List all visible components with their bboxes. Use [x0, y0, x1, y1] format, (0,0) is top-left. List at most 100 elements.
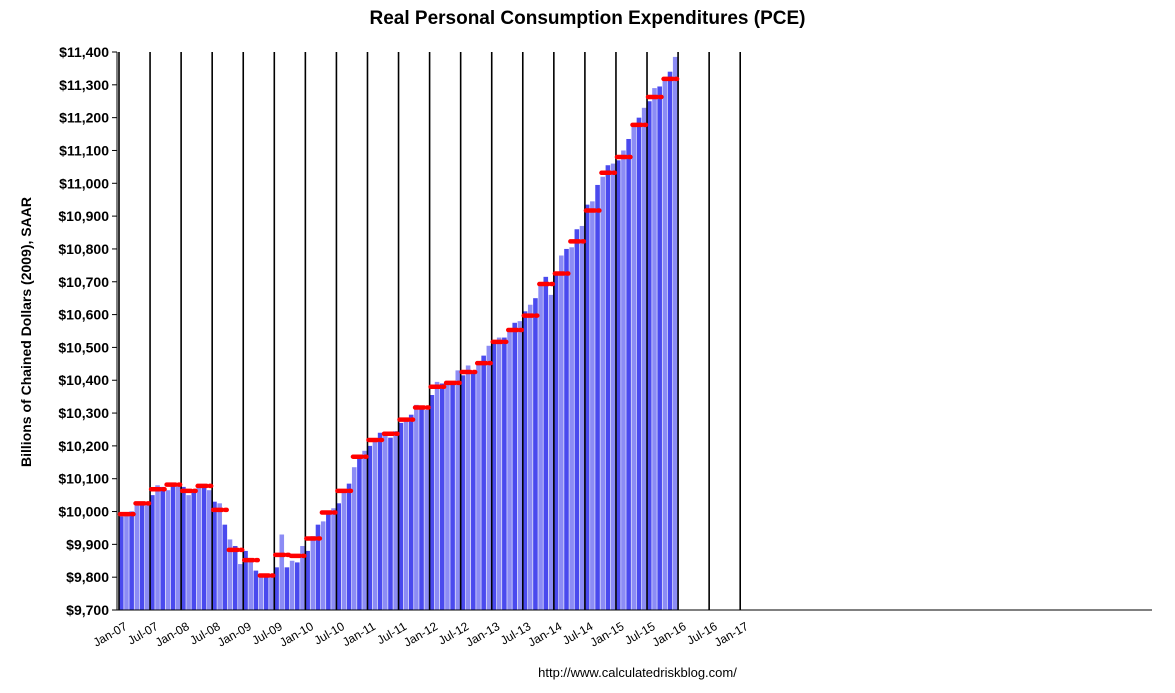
axes	[112, 51, 1152, 611]
bar	[403, 421, 409, 610]
bar	[424, 409, 430, 610]
x-tick-labels: Jan-07Jul-07Jan-08Jul-08Jan-09Jul-09Jan-…	[91, 619, 751, 650]
bar	[543, 276, 549, 610]
bar	[346, 483, 352, 610]
bar	[367, 445, 373, 610]
bar	[667, 71, 673, 610]
bar	[124, 514, 129, 610]
bar	[476, 363, 481, 610]
bar	[377, 432, 383, 610]
bar	[574, 229, 580, 610]
y-tick-label: $9,800	[66, 569, 109, 585]
bar	[201, 485, 207, 610]
bar	[600, 176, 606, 611]
bar	[274, 567, 279, 610]
y-tick-label: $11,200	[59, 110, 109, 126]
bar	[486, 345, 492, 610]
bar	[253, 570, 259, 610]
bar	[641, 107, 647, 611]
x-tick-label: Jan-10	[277, 619, 316, 650]
bar	[408, 414, 414, 610]
bar	[579, 225, 585, 610]
bar	[491, 342, 497, 610]
bar	[243, 550, 248, 610]
bar	[186, 495, 191, 610]
x-tick-label: Jan-17	[712, 619, 751, 650]
bar	[559, 255, 564, 610]
bar	[222, 524, 228, 610]
bar	[564, 248, 569, 610]
bar	[584, 204, 590, 610]
bars-layer	[119, 56, 678, 611]
bar	[652, 88, 657, 611]
bar	[372, 440, 378, 610]
x-tick-label: Jan-14	[526, 619, 565, 650]
bar	[445, 381, 450, 610]
bar	[507, 329, 512, 610]
bar	[434, 381, 440, 610]
x-tick-label: Jan-16	[650, 619, 689, 650]
x-tick-label: Jan-07	[91, 619, 130, 650]
bar	[502, 337, 507, 610]
bar	[196, 486, 202, 610]
bar	[170, 483, 176, 610]
y-tick-label: $10,600	[58, 307, 109, 323]
bar	[238, 564, 243, 610]
bar	[439, 383, 445, 610]
y-tick-label: $11,100	[59, 142, 109, 158]
bar	[362, 450, 367, 610]
bar	[538, 283, 543, 610]
x-tick-label: Jan-08	[153, 619, 192, 650]
bar	[631, 124, 637, 611]
bar	[357, 457, 362, 610]
bar	[351, 467, 357, 610]
bar	[300, 545, 305, 610]
bar	[533, 298, 538, 610]
bar	[119, 516, 124, 610]
bar	[465, 365, 471, 610]
y-tick-label: $11,400	[59, 44, 109, 60]
bar	[517, 321, 523, 610]
bar	[657, 86, 662, 610]
bar	[636, 117, 642, 611]
bar	[248, 559, 253, 610]
bar	[310, 536, 316, 610]
x-tick-label: Jul-10	[312, 619, 348, 648]
bar	[615, 160, 621, 610]
bar	[383, 434, 388, 610]
y-tick-label: $9,900	[66, 536, 109, 552]
bar	[279, 534, 285, 610]
bar	[512, 322, 518, 610]
bar	[481, 355, 486, 610]
bar	[569, 247, 574, 611]
bar	[460, 375, 466, 610]
x-tick-label: Jan-13	[463, 619, 502, 650]
bar	[590, 201, 595, 610]
bar	[331, 508, 336, 610]
bar	[320, 521, 326, 610]
y-tick-label: $10,000	[58, 504, 109, 520]
y-tick-label: $10,800	[58, 241, 109, 257]
quarterly-average-marks	[117, 76, 680, 578]
bar	[450, 383, 455, 610]
bar	[326, 511, 331, 610]
bar	[181, 486, 186, 610]
x-tick-label: Jan-15	[588, 619, 627, 650]
x-tick-label: Jan-09	[215, 619, 254, 650]
bar	[232, 545, 238, 610]
x-tick-label: Jan-12	[401, 619, 440, 650]
bar	[295, 562, 300, 610]
y-tick-labels: $9,700 $9,800 $9,900 $10,000 $10,100 $10,200 $…	[58, 44, 109, 618]
bar	[496, 337, 502, 610]
bar	[150, 495, 155, 610]
bar	[305, 550, 310, 610]
bar	[269, 575, 274, 610]
source-url: http://www.calculatedriskblog.com/	[538, 665, 737, 680]
bar	[393, 431, 398, 610]
bar	[207, 490, 212, 610]
vertical-gridlines	[118, 52, 742, 610]
bar	[165, 490, 171, 610]
x-tick-label: Jan-11	[340, 619, 378, 649]
bar	[191, 490, 197, 610]
